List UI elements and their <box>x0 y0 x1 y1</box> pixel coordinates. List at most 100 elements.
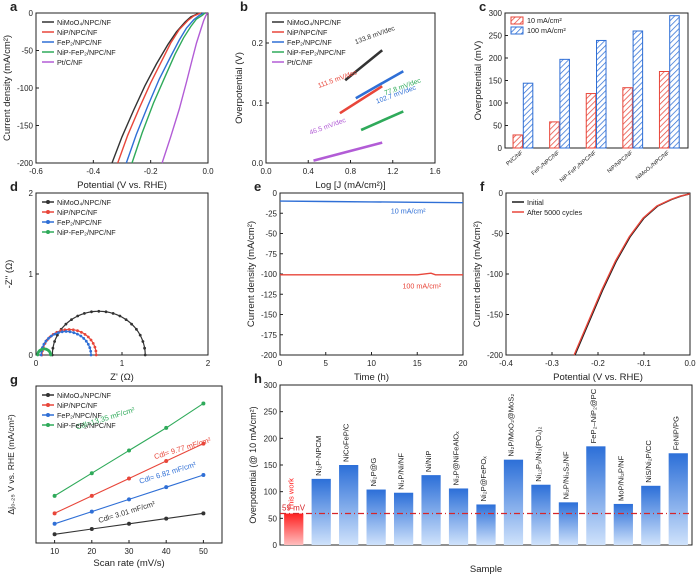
bar <box>284 513 304 545</box>
bar <box>586 446 606 545</box>
bar <box>421 475 441 545</box>
y-tick-label: -50 <box>491 230 503 239</box>
bar <box>522 82 534 149</box>
y-axis-title: Overpotential (V) <box>234 52 245 124</box>
y-tick-label: 0.0 <box>252 159 264 168</box>
data-point <box>89 527 94 532</box>
bar <box>669 15 680 149</box>
bar-label: Ni₂P@FePOₓ <box>479 456 488 502</box>
category-label: NiP-FeP₂/NPC/NF <box>559 150 598 184</box>
y-tick-label: 200 <box>264 434 278 443</box>
data-point <box>52 511 57 516</box>
panel-h: h 0 50 100 150 200 250 300 This work Ni₂P-NPCM NiC… <box>248 371 693 575</box>
x-tick-label: 0.8 <box>345 167 357 176</box>
bar-label: Ni₁₂P₅/Ni₃(PO₄)₂ <box>534 426 543 481</box>
bar-label: NiCoFeP/C <box>342 423 351 462</box>
bar <box>393 492 414 545</box>
legend-marker <box>46 403 50 407</box>
legend-marker <box>46 423 50 427</box>
series-line <box>131 12 206 164</box>
y-axis-title: Overpotential (mV) <box>473 41 484 121</box>
data-point <box>127 448 131 453</box>
y-tick-label: 300 <box>489 9 503 18</box>
fit-line <box>37 348 52 355</box>
y-tick-label: -25 <box>265 209 277 218</box>
y-tick-label: 0.1 <box>252 99 264 108</box>
x-tick-label: 40 <box>162 547 171 556</box>
y-tick-label: 0.2 <box>252 39 264 48</box>
plot-frame <box>279 192 464 356</box>
y-tick-label: -100 <box>261 270 278 279</box>
y-tick-label: 0 <box>498 144 503 153</box>
y-axis-title: Current density (mA/cm²) <box>472 221 483 327</box>
x-tick-label: -0.4 <box>499 359 513 368</box>
legend-label: NiP-FeP₂/NPC/NF <box>57 421 116 430</box>
x-tick-label: 1.2 <box>387 167 399 176</box>
bar <box>559 58 570 149</box>
y-tick-label: 0 <box>29 9 34 18</box>
legend-marker <box>46 230 50 234</box>
legend-marker <box>46 413 50 417</box>
legend-label: NiMoO₄/NPC/NF <box>57 391 112 400</box>
y-tick-label: -100 <box>487 270 504 279</box>
legend-label: FeP₂/NPC/NF <box>287 38 332 47</box>
y-tick-label: 150 <box>264 461 278 470</box>
x-tick-label: 1 <box>120 359 125 368</box>
y-axis-title: Δj₀.₂₅ V vs. RHE (mA/cm²) <box>6 414 16 514</box>
y-tick-label: 0 <box>273 541 278 550</box>
data-point <box>164 425 169 430</box>
series-line <box>161 12 209 164</box>
series-label: 10 mA/cm² <box>391 206 426 215</box>
y-tick-label: -175 <box>261 331 278 340</box>
panel-label: f <box>480 179 485 194</box>
bar <box>476 504 496 545</box>
slope-label: 46.5 mV/dec <box>309 117 348 137</box>
y-tick-label: -100 <box>17 84 34 93</box>
legend-label: NiMoO₄/NPC/NF <box>57 198 112 207</box>
legend-swatch <box>510 26 524 35</box>
data-point <box>52 532 57 537</box>
bar <box>641 485 661 545</box>
y-tick-label: 250 <box>489 32 503 41</box>
x-tick-label: 10 <box>50 547 59 556</box>
panel-d: d 0 1 2 0 1 2 NiMoO₄/NPC/NFNiP/NPC/NFFeP₂/NPC/N… <box>4 179 211 383</box>
data-point <box>164 516 169 521</box>
bar <box>549 121 560 149</box>
x-tick-label: -0.4 <box>86 167 100 176</box>
legend-marker <box>46 220 50 224</box>
legend-label: FeP₂/NPC/NF <box>57 411 102 420</box>
legend-marker <box>46 393 50 397</box>
series-line <box>280 272 463 276</box>
y-axis-title: Overpotential (@ 10 mA/cm²) <box>248 406 258 523</box>
panel-b: b 0.0 0.1 0.2 0.0 0.4 0.8 1.2 1.6 133.8 mV/dec 111… <box>234 0 441 191</box>
y-tick-label: 100 <box>264 488 278 497</box>
x-axis-title: Z' (Ω) <box>110 372 134 383</box>
fit-line <box>355 70 404 100</box>
x-tick-label: 20 <box>459 359 468 368</box>
x-axis-title: Scan rate (mV/s) <box>93 558 164 569</box>
data-point <box>201 401 206 406</box>
fit-line <box>40 330 92 355</box>
bar-label: Ni₂P/Ni₃S₂/NF <box>561 451 570 499</box>
data-point <box>201 441 206 446</box>
panel-label: a <box>10 0 18 14</box>
cdl-label: Cdl= 6.82 mF/cm² <box>138 460 198 486</box>
bar-label: FeP₂–NiP₂@PC <box>589 388 598 443</box>
data-point <box>201 472 206 477</box>
bar <box>622 87 633 149</box>
legend-label: Pt/C/NF <box>57 58 83 67</box>
x-tick-label: 20 <box>87 547 96 556</box>
y-tick-label: -150 <box>17 122 34 131</box>
bar-label: MoP/Ni₂P/NF <box>616 455 625 501</box>
bar <box>311 478 331 545</box>
y-tick-label: -150 <box>261 311 278 320</box>
series-line <box>117 12 202 164</box>
category-label: Pt/C/NF <box>505 150 525 168</box>
bar <box>596 39 607 149</box>
y-axis-title: Current density (mA/cm²) <box>246 221 257 327</box>
bar-label: Ni₂P@NiFeAlOₓ <box>452 431 461 486</box>
x-tick-label: 0.0 <box>260 167 272 176</box>
x-tick-label: 0 <box>278 359 283 368</box>
reference-label: 59 mV <box>282 504 306 513</box>
